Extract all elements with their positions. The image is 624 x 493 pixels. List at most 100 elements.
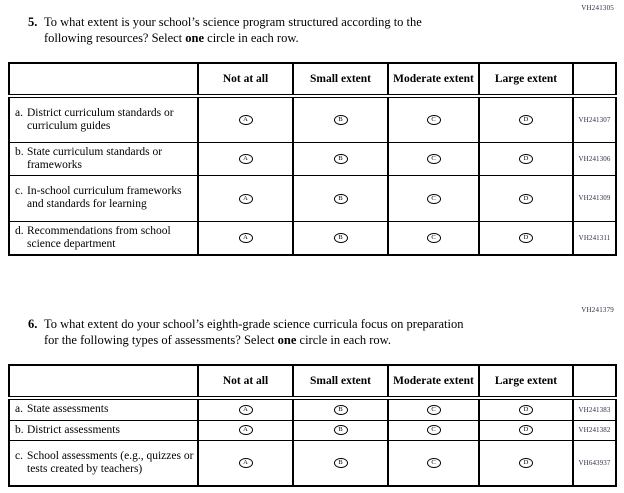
item-code: VH241309	[572, 174, 617, 222]
answer-circle-b[interactable]: B	[333, 425, 348, 436]
answer-circle-b[interactable]: B	[333, 154, 348, 165]
answer-circle-a[interactable]: A	[238, 458, 253, 469]
answer-circle-a[interactable]: A	[238, 115, 253, 126]
row-letter: b.	[15, 145, 24, 158]
question-5-section: VH241305 5. To what extent is your schoo…	[8, 4, 617, 257]
answer-circle-letter: D	[523, 155, 529, 163]
question-6-text-bold: one	[277, 333, 297, 348]
answer-circle-b[interactable]: B	[333, 193, 348, 204]
answer-circle-d[interactable]: D	[519, 233, 533, 244]
answer-circle-c[interactable]: C	[426, 425, 441, 436]
answer-cell-large-extent: D	[478, 220, 574, 256]
answer-circle-d[interactable]: D	[519, 115, 533, 126]
column-header-large-extent: Large extent	[478, 364, 574, 401]
answer-circle-letter: D	[523, 116, 529, 124]
answer-circle-b[interactable]: B	[333, 405, 348, 416]
answer-circle-letter: B	[338, 194, 343, 202]
answer-cell-moderate-extent: C	[387, 95, 480, 143]
table-row-b: b. State curriculum standards or framewor…	[8, 141, 617, 176]
answer-circle-letter: A	[243, 406, 248, 414]
column-header-moderate-extent: Moderate extent	[387, 62, 480, 98]
answer-circle-c[interactable]: C	[426, 405, 441, 416]
answer-circle-letter: D	[523, 234, 529, 242]
answer-circle-letter: C	[431, 116, 436, 124]
answer-circle-b[interactable]: B	[333, 233, 348, 244]
answer-cell-moderate-extent: C	[387, 439, 480, 487]
answer-cell-small-extent: B	[292, 220, 389, 256]
item-code: VH241306	[572, 141, 617, 176]
table-row-c: c. In-school curriculum frameworks and st…	[8, 174, 617, 222]
answer-circle-letter: A	[243, 155, 248, 163]
answer-circle-letter: C	[431, 459, 436, 467]
answer-circle-a[interactable]: A	[238, 233, 253, 244]
question-5-response-table: Not at all Small extent Moderate extent …	[8, 62, 617, 257]
row-letter: c.	[15, 449, 23, 462]
answer-circle-letter: A	[243, 426, 248, 434]
row-letter: c.	[15, 185, 23, 198]
answer-circle-b[interactable]: B	[333, 115, 348, 126]
answer-circle-a[interactable]: A	[238, 425, 253, 436]
question-6-response-table: Not at all Small extent Moderate extent …	[8, 364, 617, 488]
answer-circle-letter: C	[431, 426, 436, 434]
answer-cell-small-extent: B	[292, 419, 389, 441]
answer-cell-small-extent: B	[292, 397, 389, 421]
blank-header-cell	[8, 62, 199, 98]
row-label-cell: d. Recommendations from school science de…	[8, 220, 199, 256]
row-label-cell: b. State curriculum standards or framewor…	[8, 141, 199, 176]
answer-circle-d[interactable]: D	[519, 458, 533, 469]
answer-cell-moderate-extent: C	[387, 141, 480, 176]
row-label: School assessments (e.g., quizzes or tes…	[27, 449, 194, 475]
answer-cell-large-extent: D	[478, 95, 574, 143]
answer-circle-letter: B	[338, 426, 343, 434]
row-label: State assessments	[27, 403, 109, 416]
question-5-code: VH241305	[581, 4, 614, 12]
answer-circle-letter: A	[243, 194, 248, 202]
row-label-cell: a. District curriculum standards or curri…	[8, 95, 199, 143]
answer-circle-c[interactable]: C	[426, 154, 441, 165]
question-6-head: 6. To what extent do your school’s eight…	[28, 316, 624, 348]
answer-circle-d[interactable]: D	[519, 405, 533, 416]
answer-cell-not-at-all: A	[197, 397, 294, 421]
answer-cell-moderate-extent: C	[387, 397, 480, 421]
answer-cell-not-at-all: A	[197, 95, 294, 143]
answer-circle-c[interactable]: C	[426, 458, 441, 469]
question-5-text-post: circle in each row.	[204, 31, 299, 45]
answer-cell-not-at-all: A	[197, 220, 294, 256]
row-letter: d.	[15, 224, 24, 237]
answer-circle-b[interactable]: B	[333, 458, 348, 469]
blank-header-cell	[8, 364, 199, 401]
answer-circle-c[interactable]: C	[426, 233, 441, 244]
answer-cell-not-at-all: A	[197, 174, 294, 222]
question-6-text-post: circle in each row.	[296, 333, 392, 348]
answer-cell-large-extent: D	[478, 174, 574, 222]
answer-circle-c[interactable]: C	[426, 115, 441, 126]
header-row: Not at all Small extent Moderate extent …	[8, 364, 617, 401]
answer-circle-c[interactable]: C	[426, 193, 441, 204]
item-code: VH241307	[572, 95, 617, 143]
answer-cell-large-extent: D	[478, 141, 574, 176]
table-row-a: a. District curriculum standards or curri…	[8, 95, 617, 143]
answer-circle-a[interactable]: A	[238, 405, 253, 416]
item-code: VH241382	[572, 419, 617, 441]
answer-circle-letter: B	[338, 459, 343, 467]
answer-cell-small-extent: B	[292, 141, 389, 176]
answer-cell-not-at-all: A	[197, 439, 294, 487]
item-code: VH241311	[572, 220, 617, 256]
row-label-cell: c. In-school curriculum frameworks and st…	[8, 174, 199, 222]
table-row-a: a. State assessments A B C D VH241383	[8, 397, 617, 421]
answer-circle-a[interactable]: A	[238, 154, 253, 165]
answer-circle-letter: D	[523, 194, 529, 202]
answer-circle-d[interactable]: D	[519, 193, 533, 204]
column-header-small-extent: Small extent	[292, 364, 389, 401]
column-header-not-at-all: Not at all	[197, 62, 294, 98]
answer-circle-letter: A	[243, 234, 248, 242]
answer-circle-a[interactable]: A	[238, 193, 253, 204]
item-code: VH643937	[572, 439, 617, 487]
table-row-b: b. District assessments A B C D VH241382	[8, 419, 617, 441]
answer-circle-d[interactable]: D	[519, 154, 533, 165]
answer-circle-letter: A	[243, 459, 248, 467]
question-6-section: VH241379 6. To what extent do your schoo…	[0, 306, 624, 488]
question-6-text-pre: To what extent do your school’s eighth-g…	[44, 317, 464, 348]
answer-cell-small-extent: B	[292, 95, 389, 143]
answer-circle-d[interactable]: D	[519, 425, 533, 436]
